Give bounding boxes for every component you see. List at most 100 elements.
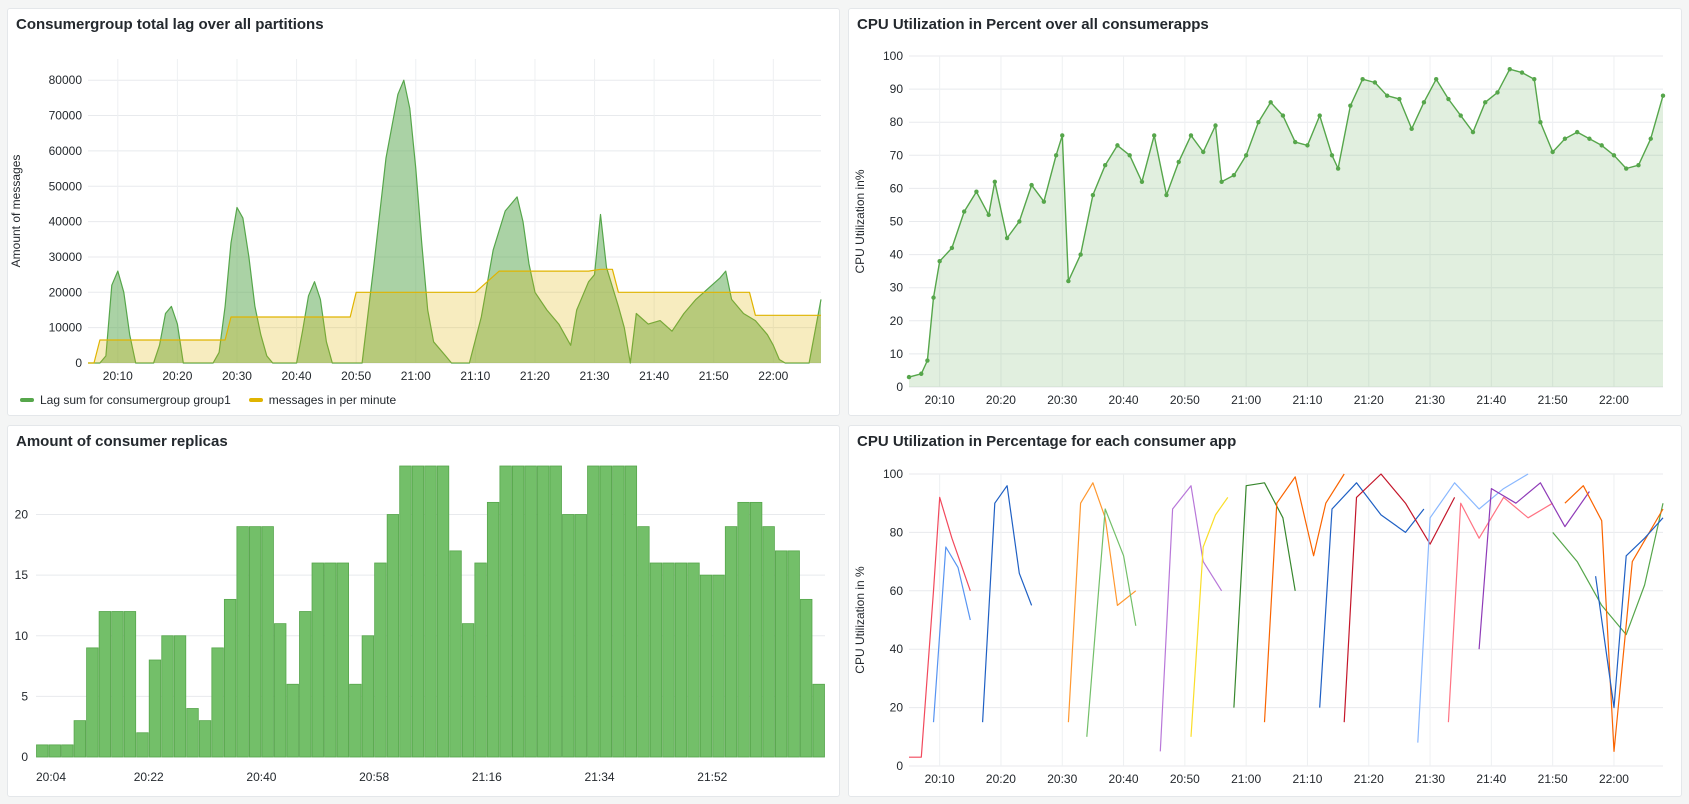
bar — [474, 562, 487, 758]
x-tick-label: 20:10 — [925, 772, 955, 786]
y-tick-label: 80 — [890, 525, 904, 539]
data-point — [1176, 159, 1181, 165]
x-tick-label: 21:30 — [1415, 393, 1445, 407]
y-tick-label: 50 — [890, 215, 904, 229]
data-point — [1231, 172, 1237, 178]
bar — [574, 514, 587, 758]
legend-item-messages[interactable]: messages in per minute — [248, 393, 397, 407]
y-tick-label: 0 — [75, 356, 82, 370]
data-point — [1152, 133, 1157, 138]
cpu-chart: 0 10 20 30 40 50 60 70 80 90 100 20:10 20:20 20:30 20:… — [853, 49, 1666, 407]
x-tick-label: 22:00 — [1599, 772, 1629, 786]
data-point — [1532, 76, 1537, 82]
y-tick-label: 60 — [890, 584, 904, 598]
y-tick-label: 0 — [896, 759, 903, 773]
lag-panel: Consumergroup total lag over all partiti… — [7, 8, 840, 416]
bar — [236, 526, 249, 758]
y-tick-label: 80000 — [49, 73, 83, 87]
x-tick-label: 21:40 — [639, 369, 669, 383]
data-point — [1599, 143, 1604, 148]
bar — [336, 562, 349, 758]
data-point — [949, 245, 955, 251]
bar — [61, 744, 74, 758]
bar — [349, 683, 362, 758]
data-point — [1115, 143, 1120, 148]
data-point — [1483, 100, 1488, 105]
y-axis-label: Amount of messages — [9, 155, 23, 268]
x-tick-label: 20:04 — [36, 770, 66, 784]
series-line — [982, 485, 1033, 723]
bar — [274, 623, 287, 758]
x-tick-label: 22:00 — [1599, 393, 1629, 407]
legend-label: messages in per minute — [268, 393, 397, 407]
bar — [324, 562, 337, 758]
bar — [787, 550, 800, 758]
data-point — [1348, 103, 1353, 108]
y-tick-label: 20000 — [49, 285, 83, 299]
bar — [424, 465, 437, 758]
y-tick-label: 20 — [890, 314, 904, 328]
bar — [311, 562, 324, 758]
bar — [48, 744, 61, 758]
data-point — [1188, 133, 1194, 138]
data-point — [1292, 139, 1298, 145]
data-point — [1636, 163, 1641, 168]
x-tick-label: 22:00 — [758, 369, 788, 383]
data-point — [1397, 96, 1402, 102]
y-tick-label: 0 — [896, 380, 903, 394]
data-point — [1574, 129, 1580, 135]
y-tick-label: 20 — [890, 701, 904, 715]
series-line — [1478, 482, 1590, 650]
data-point — [1372, 80, 1378, 85]
x-tick-label: 21:00 — [1231, 393, 1261, 407]
x-tick-label: 21:10 — [1292, 393, 1322, 407]
bar — [361, 635, 375, 758]
series-area — [88, 269, 821, 363]
x-tick-label: 20:40 — [282, 369, 312, 383]
data-point — [1360, 76, 1365, 82]
legend-item-lag[interactable]: Lag sum for consumergroup group1 — [20, 393, 231, 407]
data-point — [1201, 149, 1206, 155]
y-tick-label: 60 — [890, 181, 904, 195]
bar — [486, 501, 500, 758]
x-tick-label: 21:50 — [699, 369, 729, 383]
bar — [198, 720, 212, 758]
bar — [136, 732, 149, 758]
panel-title: Consumergroup total lag over all partiti… — [16, 16, 324, 33]
bar — [249, 526, 262, 758]
bar — [737, 501, 750, 758]
data-point — [1458, 113, 1463, 118]
y-tick-label: 60000 — [49, 144, 83, 158]
bar — [399, 465, 412, 758]
bar — [211, 647, 224, 758]
x-tick-label: 21:10 — [1292, 772, 1322, 786]
data-point — [1409, 126, 1414, 132]
data-point — [1519, 70, 1525, 75]
lag-chart: 0 10000 20000 30000 40000 50000 60000 70000 8000… — [9, 59, 822, 383]
bar — [637, 526, 650, 758]
data-point — [1329, 153, 1335, 158]
data-point — [992, 179, 998, 184]
bar — [762, 526, 775, 758]
data-point — [1102, 163, 1108, 168]
data-point — [1611, 153, 1617, 158]
series-line — [1564, 485, 1664, 752]
x-tick-label: 20:50 — [1170, 772, 1200, 786]
x-tick-label: 20:58 — [359, 770, 389, 784]
bar — [775, 550, 788, 758]
data-point — [1587, 136, 1592, 141]
panel-title: CPU Utilization in Percentage for each c… — [857, 433, 1237, 450]
data-point — [1660, 93, 1666, 98]
data-point — [1384, 93, 1390, 98]
series-line — [1067, 482, 1137, 723]
data-point — [1335, 166, 1341, 171]
y-tick-label: 40 — [890, 642, 904, 656]
x-tick-label: 21:30 — [580, 369, 610, 383]
x-tick-label: 21:30 — [1415, 772, 1445, 786]
data-point — [1017, 219, 1022, 224]
bar — [374, 562, 387, 758]
x-tick-label: 21:16 — [472, 770, 502, 784]
series-line — [909, 496, 971, 758]
data-point — [1507, 67, 1512, 72]
series-line — [1159, 485, 1223, 752]
